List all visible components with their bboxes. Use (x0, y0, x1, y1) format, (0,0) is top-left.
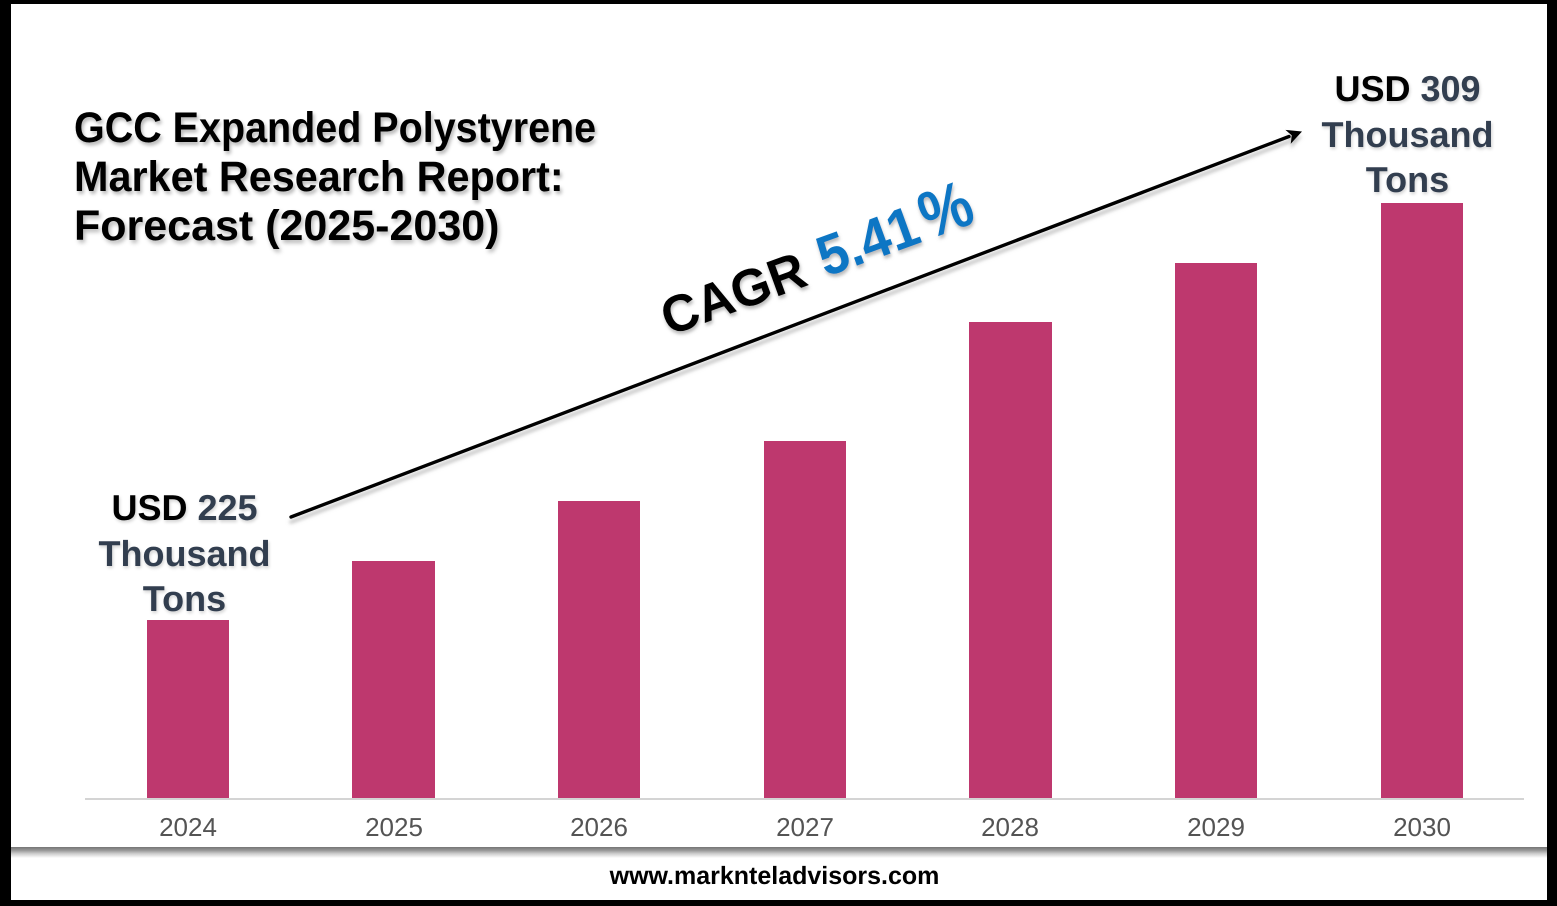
svg-text:CAGR: CAGR (653, 241, 814, 347)
svg-text:5.41: 5.41 (808, 194, 928, 290)
